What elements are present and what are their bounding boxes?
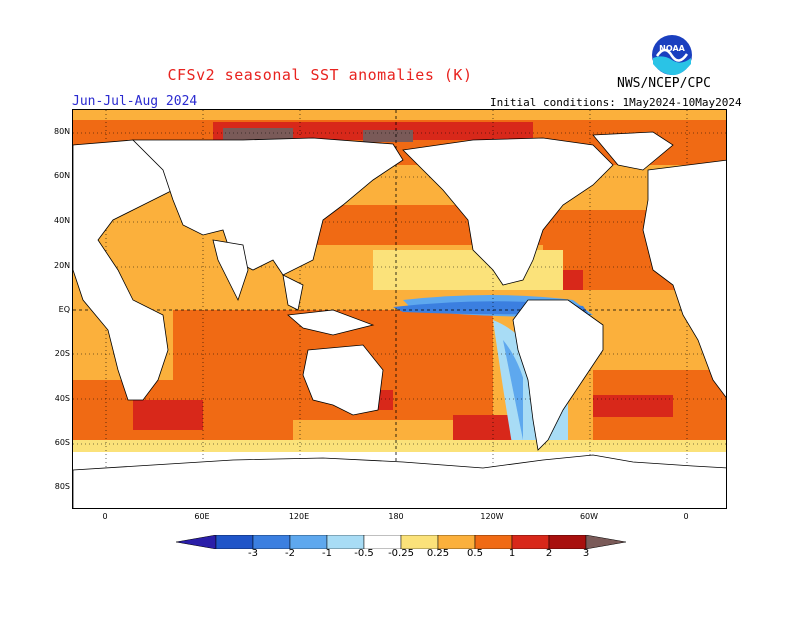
colorbar-level-label: 1 [508, 548, 516, 559]
lon-tick-60e: 60E [194, 512, 210, 521]
agency-label: NWS/NCEP/CPC [617, 76, 711, 91]
colorbar-level-label: -0.5 [354, 548, 374, 559]
map-title: CFSv2 seasonal SST anomalies (K) [167, 66, 473, 84]
lon-tick-60w: 60W [579, 512, 599, 521]
lat-tick-eq: EQ [58, 305, 70, 314]
lat-tick-80n: 80N [54, 127, 71, 136]
colorbar-swatch [363, 535, 402, 549]
lat-tick-80s: 80S [54, 482, 70, 491]
colorbar-arrow-high [585, 535, 626, 549]
initial-conditions-label: Initial conditions: 1May2024-10May2024 [490, 96, 742, 109]
svg-text:NOAA: NOAA [659, 44, 685, 53]
colorbar-swatch [511, 535, 550, 549]
lon-tick-120e: 120E [288, 512, 310, 521]
lat-tick-40s: 40S [54, 394, 70, 403]
colorbar-level-label: 2 [545, 548, 553, 559]
colorbar-level-label: -3 [248, 548, 258, 559]
colorbar-level-label: -0.25 [388, 548, 414, 559]
lat-tick-60s: 60S [54, 438, 70, 447]
colorbar-level-label: 3 [582, 548, 590, 559]
map-canvas [73, 110, 726, 508]
season-label: Jun-Jul-Aug 2024 [72, 94, 198, 109]
colorbar-level-label: 0.5 [467, 548, 483, 559]
colorbar-level-label: 0.25 [426, 548, 450, 559]
sst-anomaly-map [72, 109, 727, 509]
lat-tick-20n: 20N [54, 261, 71, 270]
colorbar-swatch [289, 535, 328, 549]
colorbar-swatch [437, 535, 476, 549]
lat-tick-60n: 60N [54, 171, 71, 180]
colorbar-arrow-low [176, 535, 217, 549]
colorbar-level-label: -1 [322, 548, 332, 559]
lon-tick-0-left: 0 [102, 512, 108, 521]
colorbar-swatch [474, 535, 513, 549]
colorbar-swatch [326, 535, 365, 549]
lon-tick-0-right: 0 [683, 512, 689, 521]
colorbar-level-label: -2 [285, 548, 295, 559]
colorbar-swatch [252, 535, 291, 549]
lat-tick-40n: 40N [54, 216, 71, 225]
colorbar-swatch [548, 535, 587, 549]
lat-tick-20s: 20S [54, 349, 70, 358]
noaa-logo: NOAA [652, 35, 692, 76]
lon-tick-180: 180 [388, 512, 404, 521]
colorbar-swatch [400, 535, 439, 549]
lon-tick-120w: 120W [480, 512, 504, 521]
colorbar [176, 535, 626, 549]
colorbar-swatch [215, 535, 254, 549]
